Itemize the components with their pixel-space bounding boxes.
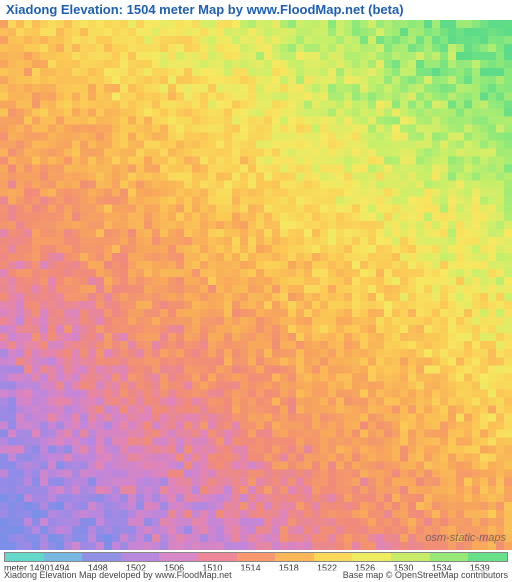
credit-right: Base map © OpenStreetMap contributors	[343, 570, 508, 580]
credit-left: Xiadong Elevation Map developed by www.F…	[4, 570, 232, 580]
elevation-map: osm-static-maps	[0, 20, 512, 550]
page-title: Xiadong Elevation: 1504 meter Map by www…	[0, 0, 512, 20]
legend-color-bar	[4, 552, 508, 562]
map-credits: Xiadong Elevation Map developed by www.F…	[0, 570, 512, 582]
elevation-heatmap-canvas	[0, 20, 512, 550]
